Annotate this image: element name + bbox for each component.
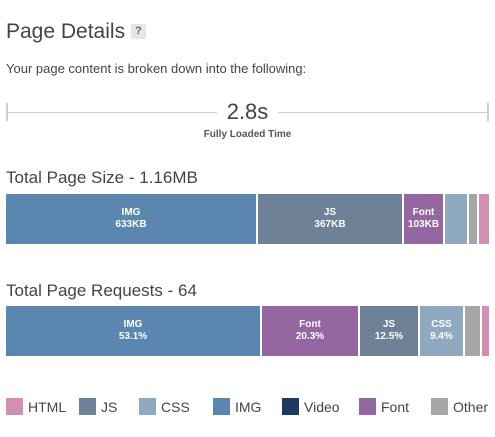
size-segment-other[interactable] <box>469 194 477 244</box>
total-page-requests-title: Total Page Requests - 64 <box>6 281 197 300</box>
requests-segment-value: 20.3% <box>295 331 325 342</box>
legend-swatch <box>431 398 448 415</box>
legend-swatch <box>213 398 230 415</box>
total-page-size-title: Total Page Size - 1.16MB <box>6 168 198 187</box>
legend-swatch <box>139 398 156 415</box>
size-segment-font[interactable]: Font 103KB <box>404 194 443 244</box>
requests-segment-value: 12.5% <box>374 331 404 342</box>
size-segment-label: Font <box>412 207 435 218</box>
fully-loaded-time-label: Fully Loaded Time <box>203 129 292 140</box>
page-requests-bar: IMG 53.1% Font 20.3% JS 12.5% CSS 9.4% <box>6 306 489 356</box>
size-segment-value: 367KB <box>314 219 346 230</box>
legend-label: IMG <box>235 398 262 415</box>
legend-item-html: HTML <box>6 398 66 415</box>
page-title: Page Details <box>6 20 126 43</box>
page-subtitle: Your page content is broken down into th… <box>6 61 307 76</box>
legend-swatch <box>282 398 299 415</box>
legend-label: JS <box>101 398 118 415</box>
requests-segment-label: JS <box>382 319 396 330</box>
requests-segment-img[interactable]: IMG 53.1% <box>6 306 260 356</box>
legend-label: CSS <box>161 398 190 415</box>
legend-item-other: Other <box>431 398 488 415</box>
help-icon[interactable]: ? <box>131 24 146 39</box>
legend-item-font: Font <box>359 398 409 415</box>
requests-segment-html[interactable] <box>482 306 489 356</box>
requests-segment-js[interactable]: JS 12.5% <box>360 306 418 356</box>
requests-segment-value: 53.1% <box>118 331 148 342</box>
content-type-legend: HTML JS CSS IMG Video Font Other <box>6 398 495 416</box>
legend-swatch <box>359 398 376 415</box>
size-segment-img[interactable]: IMG 633KB <box>6 194 256 244</box>
legend-item-css: CSS <box>139 398 190 415</box>
requests-segment-label: CSS <box>431 319 452 330</box>
requests-segment-font[interactable]: Font 20.3% <box>262 306 358 356</box>
legend-swatch <box>79 398 96 415</box>
legend-label: Font <box>381 398 410 415</box>
requests-segment-label: Font <box>299 319 321 330</box>
requests-segment-value: 9.4% <box>430 331 453 342</box>
timeline-start-tick <box>6 103 8 121</box>
legend-label: Other <box>453 398 489 415</box>
size-segment-label: JS <box>323 207 337 218</box>
fully-loaded-time-value: 2.8s <box>216 99 279 125</box>
size-segment-label: IMG <box>121 207 141 218</box>
requests-segment-css[interactable]: CSS 9.4% <box>420 306 463 356</box>
requests-segment-label: IMG <box>123 319 143 330</box>
legend-item-img: IMG <box>213 398 261 415</box>
fully-loaded-timeline: 2.8s Fully Loaded Time <box>6 99 489 143</box>
size-segment-value: 633KB <box>115 219 147 230</box>
size-segment-value: 103KB <box>407 219 440 230</box>
size-segment-js[interactable]: JS 367KB <box>258 194 402 244</box>
page-size-bar: IMG 633KB JS 367KB Font 103KB <box>6 194 489 244</box>
size-segment-css[interactable] <box>445 194 467 244</box>
legend-swatch <box>6 398 23 415</box>
requests-segment-other[interactable] <box>465 306 480 356</box>
legend-item-js: JS <box>79 398 117 415</box>
timeline-end-tick <box>487 103 489 121</box>
legend-label: HTML <box>28 398 67 415</box>
legend-label: Video <box>304 398 340 415</box>
legend-item-video: Video <box>282 398 340 415</box>
size-segment-html[interactable] <box>479 194 489 244</box>
